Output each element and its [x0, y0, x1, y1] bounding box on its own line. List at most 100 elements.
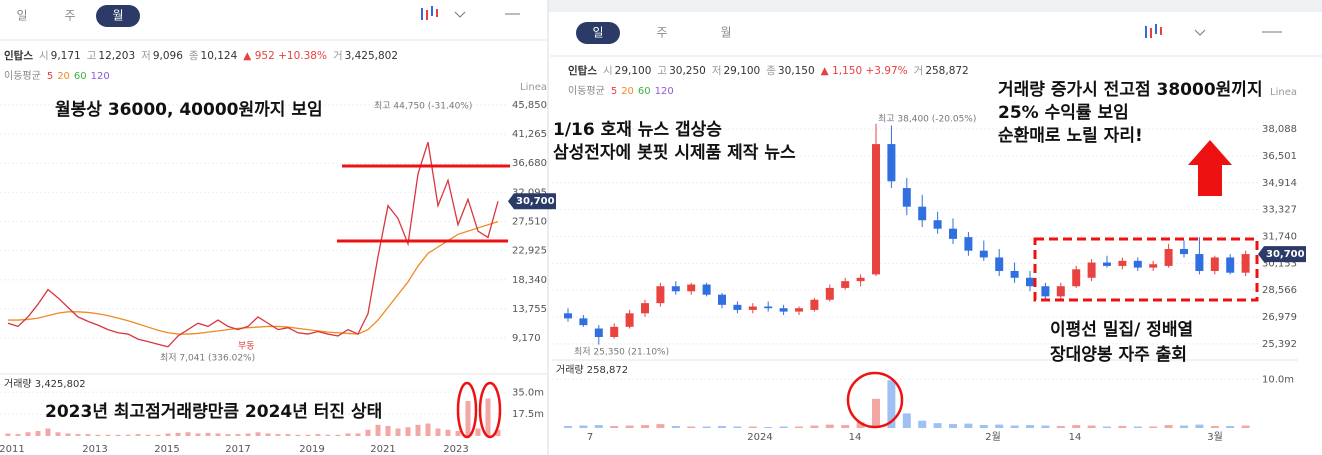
annotation: 장대양봉 자주 출회 — [1050, 345, 1187, 365]
candle-body — [979, 250, 988, 258]
y-tick-label: 28,566 — [1262, 285, 1297, 296]
ma-title: 이동평균 — [568, 85, 605, 97]
annotation: 2023년 최고점거래량만큼 2024년 터진 상태 — [45, 402, 382, 422]
tab[interactable]: 월 — [112, 9, 123, 23]
y-tick-label: 31,740 — [1262, 231, 1297, 242]
volume-bar — [235, 434, 241, 436]
volume-bar — [841, 425, 850, 428]
volume-bar — [425, 423, 431, 436]
volume-bar — [495, 429, 501, 436]
x-tick-label: 14 — [849, 432, 862, 443]
annotation: 삼성전자에 봇핏 시제품 제작 뉴스 — [553, 143, 796, 163]
y-tick-label: 45,850 — [512, 100, 547, 111]
info-item: 10,124 — [201, 50, 238, 62]
right-icons — [1145, 24, 1282, 38]
volume-bar — [105, 434, 111, 436]
candle-body — [872, 144, 880, 275]
left-icons — [421, 6, 520, 20]
ma-period: 120 — [91, 71, 110, 82]
volume-bar — [1210, 426, 1219, 428]
info-item: 인탑스 — [568, 64, 597, 77]
volume-bar — [245, 433, 251, 436]
y-tick-label: 22,925 — [512, 246, 547, 257]
candle-body — [1180, 248, 1188, 255]
x-tick-label: 2017 — [225, 444, 250, 455]
info-item: 시 — [603, 65, 613, 77]
candle-body — [887, 144, 896, 182]
current-badge — [508, 193, 556, 210]
info-item: ▲ 952 +10.38% — [243, 50, 327, 62]
info-item: 시 — [39, 50, 49, 62]
volume-bar — [455, 431, 461, 436]
candle-body — [1041, 286, 1050, 297]
max-label: 최고 44,750 (-31.40%) — [374, 101, 472, 112]
volume-title: 거래량 258,872 — [556, 364, 628, 376]
candle-body — [564, 313, 572, 319]
candle-body — [1087, 262, 1096, 278]
annotation: 거래량 증가시 전고점 38000원끼지 — [998, 80, 1263, 100]
annotation: 순환매로 노릴 자리! — [998, 126, 1143, 146]
scale-label: Linea — [520, 82, 547, 93]
y-tick-label: 13,755 — [512, 304, 547, 315]
candle-body — [1210, 257, 1219, 271]
volume-bar — [1149, 426, 1158, 428]
volume-bar — [115, 434, 121, 436]
info-item: 저 — [712, 65, 722, 77]
candle-body — [748, 306, 757, 310]
y-tick-label: 33,327 — [1262, 205, 1297, 216]
top-gap — [548, 0, 1322, 12]
candle-body — [1010, 270, 1019, 278]
volume-bar — [35, 431, 41, 436]
volume-bar — [949, 424, 957, 428]
volume-bar — [325, 434, 331, 436]
volume-bar — [435, 428, 441, 436]
volume-bar — [405, 427, 411, 436]
volume-bar — [165, 433, 171, 436]
volume-bar — [1087, 425, 1096, 428]
ma-period: 20 — [621, 86, 634, 97]
info-item: 고 — [657, 65, 667, 77]
volume-bar — [45, 428, 51, 436]
volume-bar — [1026, 425, 1034, 428]
volume-bar — [295, 434, 301, 436]
info-item: ▲ 1,150 +3.97% — [821, 65, 908, 77]
volume-bar — [687, 426, 696, 428]
volume-bar — [395, 428, 401, 436]
y-tick-label: 27,510 — [512, 217, 547, 228]
candle-body — [718, 294, 726, 305]
max-label: 최고 38,400 (-20.05%) — [878, 114, 976, 125]
volume-bar — [345, 433, 351, 436]
info-item: 29,100 — [615, 65, 652, 77]
volume-bar — [415, 424, 421, 436]
volume-bar — [1226, 426, 1235, 428]
red-overlays — [337, 140, 1259, 439]
volume-bar — [641, 425, 649, 428]
x-tick-label: 2019 — [299, 444, 324, 455]
x-tick-label: 2021 — [370, 444, 395, 455]
volume-bar — [475, 428, 481, 436]
tab[interactable]: 월 — [720, 26, 731, 40]
info-item: 종 — [766, 65, 776, 77]
tab[interactable]: 주 — [64, 9, 75, 23]
tab[interactable]: 주 — [656, 26, 667, 40]
volume-bar — [825, 424, 834, 428]
x-tick-label: 2023 — [443, 444, 468, 455]
x-tick-label: 7 — [587, 432, 593, 443]
volume-bar — [718, 426, 726, 428]
volume-bar — [445, 429, 451, 436]
volume-bar — [155, 434, 161, 436]
candle-body — [1195, 254, 1204, 271]
y-tick-label: 30,153 — [1262, 258, 1297, 269]
candle-body — [579, 318, 588, 326]
candle-body — [610, 326, 619, 337]
volume-bar — [335, 434, 341, 436]
candle-body — [687, 284, 696, 292]
y-tick-label: 18,340 — [512, 275, 547, 286]
volume-bar — [125, 434, 131, 436]
candle-body — [594, 328, 603, 337]
tab[interactable]: 일 — [592, 26, 603, 40]
tab[interactable]: 일 — [16, 9, 27, 23]
candle-body — [1103, 262, 1111, 266]
info-item: 258,872 — [925, 65, 968, 77]
